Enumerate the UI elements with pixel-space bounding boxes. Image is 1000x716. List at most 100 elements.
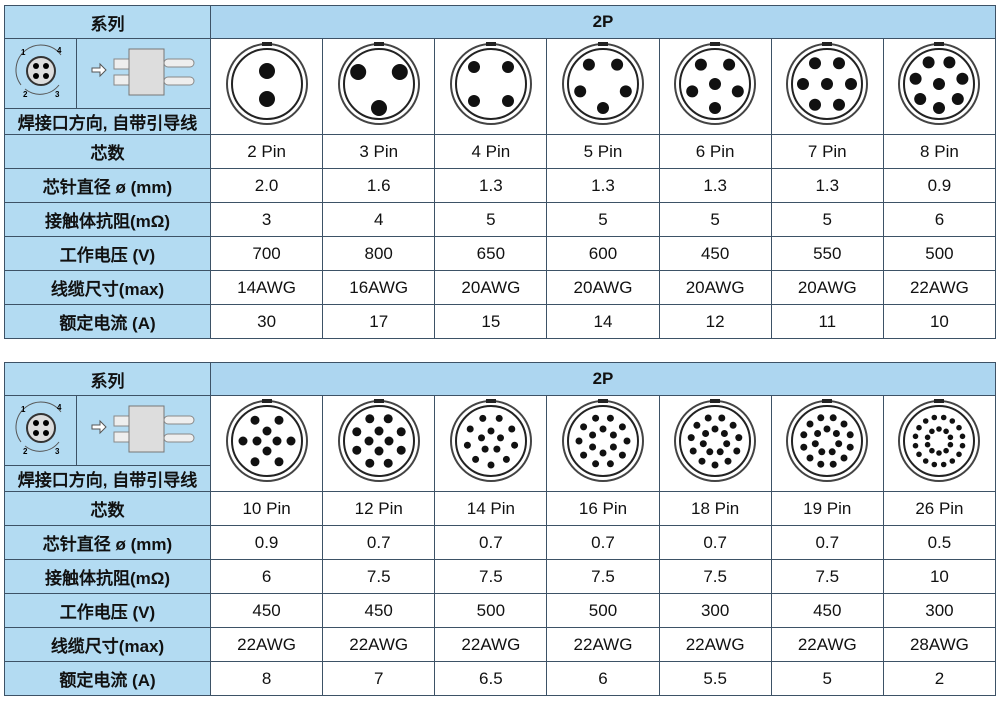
cell-voltage: 600	[546, 236, 660, 271]
row-label: 额定电流 (A)	[4, 661, 211, 696]
cell-resistance: 6	[882, 202, 997, 237]
connector-image	[882, 395, 997, 492]
cell-cable: 20AWG	[434, 270, 548, 305]
cell-current: 14	[546, 304, 660, 339]
cell-pins: 12 Pin	[322, 491, 436, 526]
row-label: 工作电压 (V)	[4, 236, 211, 271]
cell-resistance: 7.5	[658, 559, 772, 594]
cell-diameter: 0.7	[658, 525, 772, 560]
cell-resistance: 5	[434, 202, 548, 237]
cell-voltage: 500	[546, 593, 660, 628]
cell-pins: 18 Pin	[658, 491, 772, 526]
cell-voltage: 500	[882, 236, 997, 271]
spec-table: 系列 2P 1 4 2 3 焊接口方向, 自带引导线 芯数 2 Pin 3 Pin 4 Pin 5 …	[4, 5, 997, 339]
cell-current: 5	[770, 661, 884, 696]
cell-voltage: 550	[770, 236, 884, 271]
svg-text:2: 2	[23, 90, 28, 99]
row-label: 工作电压 (V)	[4, 593, 211, 628]
pin-orientation-diagram: 1 4 2 3	[4, 38, 77, 109]
orientation-note: 焊接口方向, 自带引导线	[4, 108, 211, 135]
connector-image	[209, 395, 324, 492]
cell-resistance: 5	[546, 202, 660, 237]
cell-cable: 14AWG	[209, 270, 324, 305]
row-label: 芯针直径 ø (mm)	[4, 168, 211, 203]
connector-face-icon	[786, 42, 869, 125]
cell-diameter: 0.7	[434, 525, 548, 560]
row-label: 芯数	[4, 134, 211, 169]
connector-face-icon	[674, 399, 757, 482]
cell-cable: 20AWG	[546, 270, 660, 305]
cell-current: 6.5	[434, 661, 548, 696]
cell-cable: 28AWG	[882, 627, 997, 662]
cell-resistance: 5	[770, 202, 884, 237]
cell-pins: 4 Pin	[434, 134, 548, 169]
pin-orientation-diagram: 1 4 2 3	[4, 395, 77, 466]
connector-image	[770, 395, 884, 492]
cell-voltage: 450	[770, 593, 884, 628]
connector-face-icon	[898, 399, 981, 482]
cell-voltage: 450	[658, 236, 772, 271]
cell-diameter: 0.5	[882, 525, 997, 560]
connector-image	[882, 38, 997, 135]
connector-face-icon	[561, 399, 644, 482]
cell-current: 8	[209, 661, 324, 696]
connector-face-icon	[898, 42, 981, 125]
cell-pins: 14 Pin	[434, 491, 548, 526]
connector-face-icon	[674, 42, 757, 125]
cell-pins: 8 Pin	[882, 134, 997, 169]
cell-voltage: 500	[434, 593, 548, 628]
cell-current: 7	[322, 661, 436, 696]
cell-diameter: 1.3	[434, 168, 548, 203]
cell-cable: 20AWG	[770, 270, 884, 305]
cell-resistance: 3	[209, 202, 324, 237]
cell-pins: 16 Pin	[546, 491, 660, 526]
connector-image	[322, 38, 436, 135]
row-label: 线缆尺寸(max)	[4, 627, 211, 662]
connector-image	[434, 38, 548, 135]
row-label: 接触体抗阻(mΩ)	[4, 559, 211, 594]
row-label: 额定电流 (A)	[4, 304, 211, 339]
cell-resistance: 4	[322, 202, 436, 237]
cell-cable: 22AWG	[770, 627, 884, 662]
cell-diameter: 0.7	[322, 525, 436, 560]
cell-current: 10	[882, 304, 997, 339]
connector-face-icon	[225, 399, 308, 482]
svg-text:1: 1	[21, 405, 26, 414]
svg-text:4: 4	[57, 403, 62, 412]
cell-cable: 22AWG	[658, 627, 772, 662]
cell-resistance: 7.5	[434, 559, 548, 594]
cell-resistance: 7.5	[770, 559, 884, 594]
cell-current: 12	[658, 304, 772, 339]
row-label: 线缆尺寸(max)	[4, 270, 211, 305]
cell-current: 6	[546, 661, 660, 696]
connector-image	[209, 38, 324, 135]
cell-resistance: 5	[658, 202, 772, 237]
plug-diagram	[76, 38, 211, 109]
cell-pins: 26 Pin	[882, 491, 997, 526]
cell-voltage: 650	[434, 236, 548, 271]
cell-voltage: 300	[658, 593, 772, 628]
connector-face-icon	[561, 42, 644, 125]
cell-voltage: 700	[209, 236, 324, 271]
cell-diameter: 0.9	[882, 168, 997, 203]
connector-image	[546, 38, 660, 135]
cell-pins: 2 Pin	[209, 134, 324, 169]
cell-resistance: 7.5	[322, 559, 436, 594]
cell-resistance: 7.5	[546, 559, 660, 594]
cell-pins: 6 Pin	[658, 134, 772, 169]
cell-voltage: 300	[882, 593, 997, 628]
spec-table: 系列 2P 1 4 2 3 焊接口方向, 自带引导线 芯数 10 Pin 12 Pin 14 Pi…	[4, 362, 997, 696]
series-value: 2P	[210, 5, 996, 39]
cell-diameter: 0.7	[770, 525, 884, 560]
cell-diameter: 0.7	[546, 525, 660, 560]
svg-text:4: 4	[57, 46, 62, 55]
cell-pins: 10 Pin	[209, 491, 324, 526]
cell-pins: 7 Pin	[770, 134, 884, 169]
connector-face-icon	[786, 399, 869, 482]
connector-face-icon	[225, 42, 308, 125]
cell-pins: 3 Pin	[322, 134, 436, 169]
connector-image	[434, 395, 548, 492]
row-label: 芯数	[4, 491, 211, 526]
cell-pins: 5 Pin	[546, 134, 660, 169]
cell-diameter: 0.9	[209, 525, 324, 560]
